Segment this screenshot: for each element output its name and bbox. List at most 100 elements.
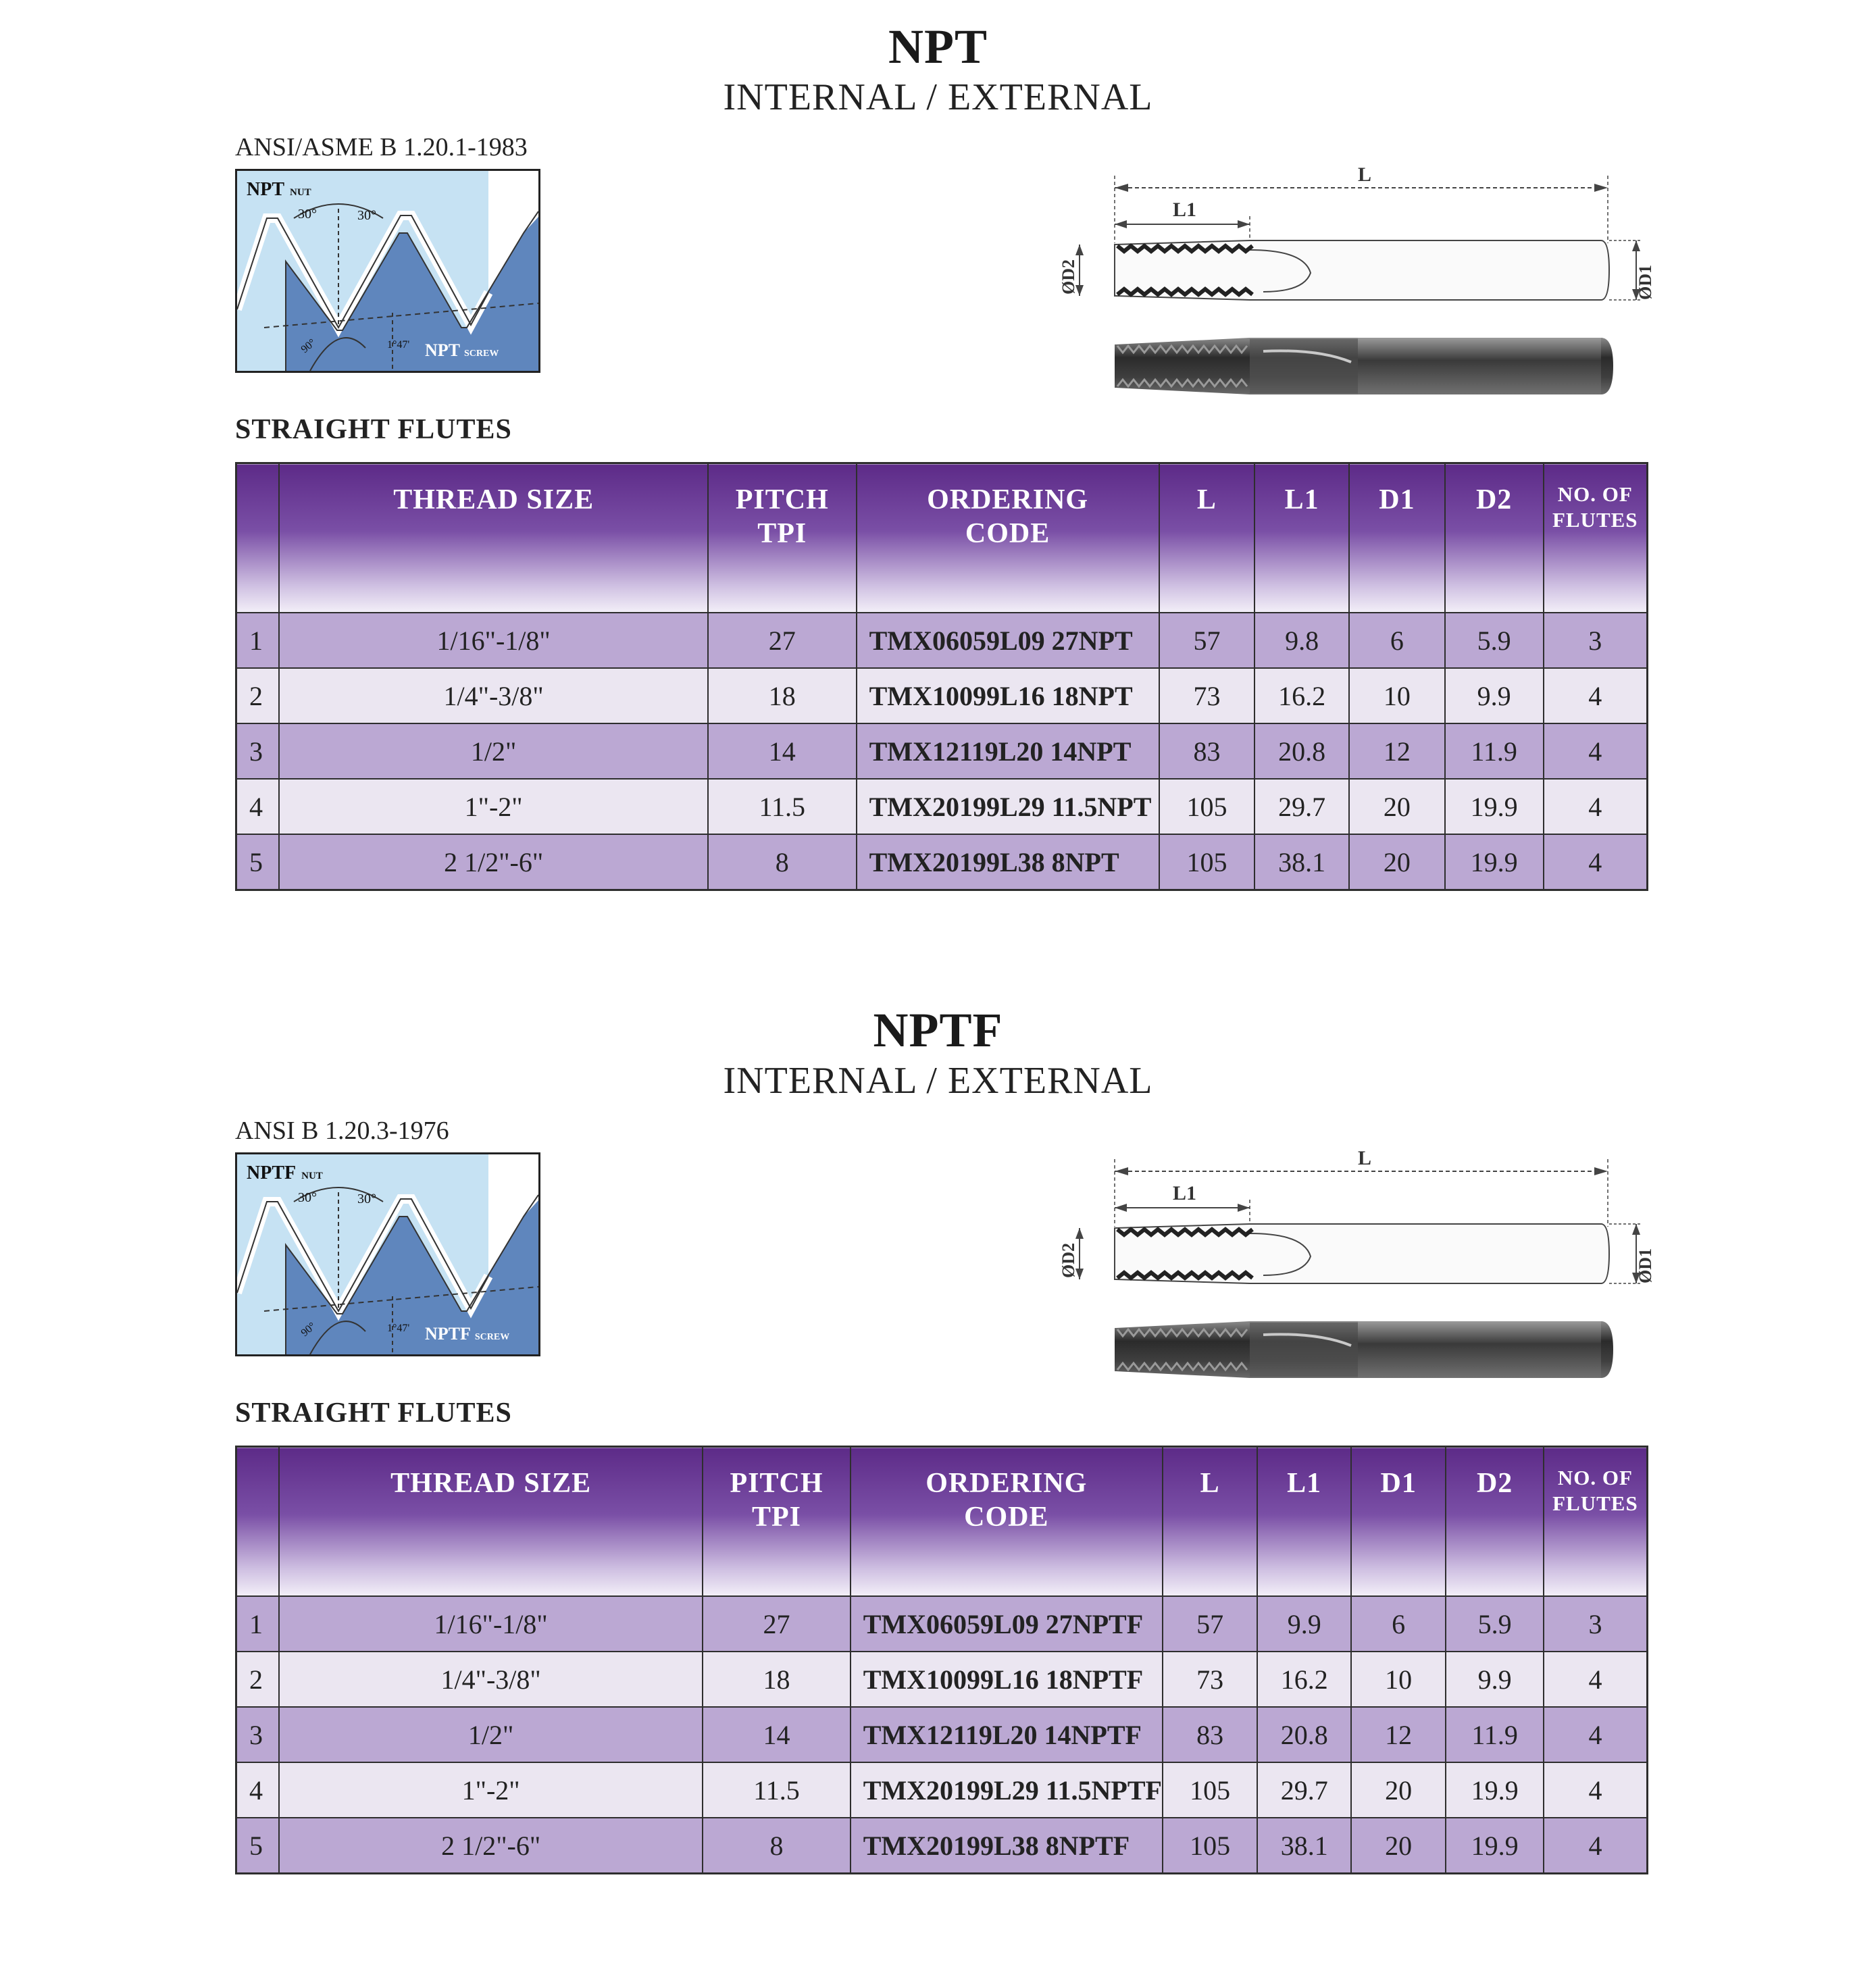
section-subtitle: INTERNAL / EXTERNAL (723, 1060, 1153, 1102)
L-cell: 83 (1158, 723, 1256, 780)
standard-reference: ANSI B 1.20.3-1976 (235, 1117, 449, 1145)
thread-size-cell: 1/16"-1/8" (278, 1595, 704, 1652)
nut-label: NPT (247, 179, 284, 200)
section-title: NPT (888, 20, 988, 74)
thread-size-cell: 1/2" (278, 723, 709, 780)
tool-drawing: L L1 ØD2 ØD1 (1059, 1132, 1655, 1389)
flutes-heading: STRAIGHT FLUTES (235, 414, 512, 445)
taper-label: 1°47' (387, 339, 409, 351)
D2-cell: 5.9 (1445, 1595, 1544, 1652)
header-D2: D2 (1445, 1446, 1544, 1597)
product-section: NPTF INTERNAL / EXTERNAL ANSI B 1.20.3-1… (0, 984, 1876, 1967)
table-row: 4 1"-2" 11.5 TMX20199L29 11.5NPTF 105 29… (235, 1762, 1648, 1818)
D1-cell: 10 (1348, 667, 1446, 724)
flutes-cell: 4 (1542, 667, 1648, 724)
ordering-code-cell: TMX10099L16 18NPTF (849, 1651, 1163, 1708)
row-index: 4 (235, 778, 280, 835)
L1-cell: 20.8 (1257, 1706, 1352, 1763)
thread-size-cell: 1/4"-3/8" (278, 667, 709, 724)
line-drawing-threads (1116, 1227, 1254, 1281)
flutes-heading: STRAIGHT FLUTES (235, 1398, 512, 1429)
L-cell: 105 (1161, 1762, 1259, 1818)
thread-size-cell: 1"-2" (278, 1762, 704, 1818)
row-index: 3 (235, 1706, 280, 1763)
table-row: 2 1/4"-3/8" 18 TMX10099L16 18NPTF 73 16.… (235, 1651, 1648, 1708)
header-thread-size: THREAD SIZE (278, 462, 709, 613)
ordering-code-cell: TMX12119L20 14NPT (855, 723, 1160, 780)
tool-drawing: L L1 ØD2 ØD1 (1059, 149, 1655, 405)
ordering-code-cell: TMX06059L09 27NPT (855, 612, 1160, 669)
header-thread-size: THREAD SIZE (278, 1446, 704, 1597)
thread-size-cell: 1/16"-1/8" (278, 612, 709, 669)
L-cell: 105 (1158, 778, 1256, 835)
ordering-code-cell: TMX20199L38 8NPTF (849, 1817, 1163, 1874)
header-L: L (1158, 462, 1256, 613)
header-no-of-flutes: NO. OF FLUTES (1542, 1446, 1648, 1597)
D1-cell: 12 (1348, 723, 1446, 780)
header-ordering-code: ORDERING CODE (849, 1446, 1163, 1597)
header-D1: D1 (1350, 1446, 1447, 1597)
header-L1: L1 (1254, 462, 1350, 613)
row-index: 1 (235, 612, 280, 669)
pitch-tpi-cell: 14 (702, 1706, 851, 1763)
screw-label: NPT (425, 340, 460, 360)
nut-label: NPTF (247, 1163, 296, 1183)
table-row: 3 1/2" 14 TMX12119L20 14NPT 83 20.8 12 1… (235, 723, 1648, 780)
header-D1: D1 (1348, 462, 1446, 613)
pitch-tpi-cell: 14 (707, 723, 857, 780)
ordering-code-cell: TMX20199L38 8NPT (855, 834, 1160, 891)
pitch-tpi-cell: 18 (707, 667, 857, 724)
flutes-cell: 4 (1542, 1651, 1648, 1708)
L-cell: 73 (1158, 667, 1256, 724)
D2-cell: 11.9 (1444, 723, 1544, 780)
pitch-tpi-cell: 11.5 (707, 778, 857, 835)
L-cell: 105 (1158, 834, 1256, 891)
L1-cell: 16.2 (1254, 667, 1350, 724)
table-row: 1 1/16"-1/8" 27 TMX06059L09 27NPTF 57 9.… (235, 1595, 1648, 1652)
angle-left-label: 30° (298, 207, 317, 222)
L-cell: 57 (1161, 1595, 1259, 1652)
screw-label: NPTF (425, 1324, 471, 1344)
L-cell: 83 (1161, 1706, 1259, 1763)
angle-left-label: 30° (298, 1190, 317, 1205)
product-section: NPT INTERNAL / EXTERNAL ANSI/ASME B 1.20… (235, 20, 1655, 891)
D2-cell: 19.9 (1444, 834, 1544, 891)
tool-drawing-svg: L L1 ØD2 ØD1 (1059, 163, 1655, 394)
flutes-cell: 3 (1542, 1595, 1648, 1652)
flutes-cell: 4 (1542, 1762, 1648, 1818)
L1-cell: 38.1 (1254, 834, 1350, 891)
D2-cell: 19.9 (1444, 778, 1544, 835)
taper-label: 1°47' (387, 1323, 409, 1334)
table-row: 2 1/4"-3/8" 18 TMX10099L16 18NPT 73 16.2… (235, 667, 1648, 724)
D2-cell: 19.9 (1445, 1817, 1544, 1874)
ordering-code-cell: TMX20199L29 11.5NPT (855, 778, 1160, 835)
dim-L1-label: L1 (1173, 1182, 1196, 1204)
D1-cell: 6 (1348, 612, 1446, 669)
table-row: 5 2 1/2"-6" 8 TMX20199L38 8NPTF 105 38.1… (235, 1817, 1648, 1874)
pitch-tpi-cell: 11.5 (702, 1762, 851, 1818)
pitch-tpi-cell: 8 (707, 834, 857, 891)
header-index (235, 462, 280, 613)
table-row: 3 1/2" 14 TMX12119L20 14NPTF 83 20.8 12 … (235, 1706, 1648, 1763)
table-header-row: THREAD SIZE PITCH TPI ORDERING CODE L L1 D… (235, 462, 1648, 613)
spec-table: THREAD SIZE PITCH TPI ORDERING CODE L L1 D… (235, 462, 1648, 891)
table-row: 4 1"-2" 11.5 TMX20199L29 11.5NPT 105 29.… (235, 778, 1648, 835)
header-L1: L1 (1257, 1446, 1352, 1597)
dim-D2-label: ØD2 (1061, 1243, 1078, 1278)
L-cell: 73 (1161, 1651, 1259, 1708)
screw-sub-label: SCREW (475, 1332, 509, 1342)
row-index: 5 (235, 834, 280, 891)
table-row: 5 2 1/2"-6" 8 TMX20199L38 8NPT 105 38.1 … (235, 834, 1648, 891)
angle-right-label: 30° (357, 208, 376, 223)
D2-cell: 9.9 (1445, 1651, 1544, 1708)
D1-cell: 20 (1350, 1817, 1447, 1874)
thread-size-cell: 2 1/2"-6" (278, 1817, 704, 1874)
thread-profile-svg: NPT NUT 30° 30° 90° 1°47' NPT SCREW (237, 171, 538, 371)
header-no-of-flutes: NO. OF FLUTES (1542, 462, 1648, 613)
dim-D1-label: ØD1 (1636, 1248, 1655, 1283)
D2-cell: 19.9 (1445, 1762, 1544, 1818)
pitch-tpi-cell: 27 (702, 1595, 851, 1652)
L-cell: 105 (1161, 1817, 1259, 1874)
